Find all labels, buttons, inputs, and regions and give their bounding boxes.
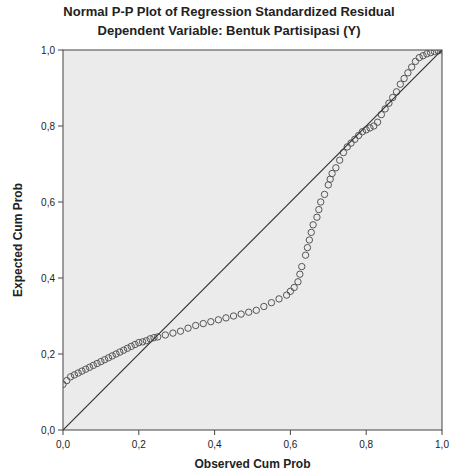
subtitle: Dependent Variable: Bentuk Partisipasi (… — [98, 23, 361, 38]
point — [276, 296, 282, 302]
point — [302, 252, 308, 258]
x-tick-label: 0,2 — [132, 439, 146, 450]
point — [295, 279, 301, 285]
point — [101, 357, 107, 363]
point — [79, 368, 85, 374]
point — [139, 339, 145, 345]
x-tick-label: 0,6 — [283, 439, 297, 450]
point — [143, 338, 149, 344]
point — [86, 364, 92, 370]
chart: Normal P-P Plot of Regression Standardiz… — [0, 0, 458, 474]
y-tick — [58, 430, 63, 431]
y-tick — [58, 50, 63, 51]
point — [113, 351, 119, 357]
point — [192, 322, 198, 328]
point — [71, 372, 77, 378]
point — [128, 343, 134, 349]
point — [67, 374, 73, 380]
point — [310, 222, 316, 228]
x-tick — [366, 430, 367, 435]
point — [367, 125, 373, 131]
point — [371, 123, 377, 129]
point — [90, 362, 96, 368]
point — [223, 315, 229, 321]
point — [132, 341, 138, 347]
point — [297, 271, 303, 277]
title: Normal P-P Plot of Regression Standardiz… — [63, 4, 394, 19]
point — [283, 292, 289, 298]
point — [268, 300, 274, 306]
y-tick-label: 1,0 — [41, 45, 55, 56]
point — [321, 191, 327, 197]
point — [105, 355, 111, 361]
point — [75, 370, 81, 376]
x-tick — [290, 430, 291, 435]
point — [64, 377, 70, 383]
point — [230, 313, 236, 319]
x-axis-label: Observed Cum Prob — [194, 457, 310, 471]
point — [318, 199, 324, 205]
y-tick-label: 0,6 — [41, 197, 55, 208]
x-tick — [442, 430, 443, 435]
point — [336, 157, 342, 163]
point — [316, 206, 322, 212]
point — [177, 328, 183, 334]
reference-line — [63, 50, 442, 430]
point — [83, 366, 89, 372]
x-tick — [138, 430, 139, 435]
point — [401, 75, 407, 81]
point — [246, 309, 252, 315]
point — [200, 320, 206, 326]
y-tick — [58, 126, 63, 127]
point — [94, 360, 100, 366]
y-tick — [58, 354, 63, 355]
point — [287, 288, 293, 294]
x-tick-label: 0,4 — [208, 439, 222, 450]
point — [412, 58, 418, 64]
point — [416, 54, 422, 60]
point — [98, 358, 104, 364]
point — [261, 303, 267, 309]
plot-area — [63, 50, 442, 430]
point — [306, 237, 312, 243]
y-tick-label: 0,2 — [41, 349, 55, 360]
point — [397, 81, 403, 87]
point — [117, 349, 123, 355]
point — [308, 229, 314, 235]
data-group — [63, 50, 442, 430]
point — [408, 64, 414, 70]
point — [424, 51, 430, 57]
y-tick-label: 0,4 — [41, 273, 55, 284]
point — [304, 244, 310, 250]
point — [185, 325, 191, 331]
x-tick-label: 0,0 — [56, 439, 70, 450]
point — [208, 319, 214, 325]
x-tick-label: 1,0 — [435, 439, 449, 450]
point — [215, 317, 221, 323]
point — [291, 284, 297, 290]
y-tick-label: 0,8 — [41, 121, 55, 132]
y-tick — [58, 202, 63, 203]
point — [253, 307, 259, 313]
y-tick — [58, 278, 63, 279]
point — [124, 345, 130, 351]
point — [162, 332, 168, 338]
x-tick — [63, 430, 64, 435]
point — [170, 330, 176, 336]
point — [427, 50, 433, 56]
point — [329, 170, 335, 176]
x-tick — [214, 430, 215, 435]
x-tick-label: 0,8 — [359, 439, 373, 450]
point — [314, 214, 320, 220]
point — [374, 119, 380, 125]
point — [299, 263, 305, 269]
point — [238, 311, 244, 317]
point — [120, 347, 126, 353]
y-tick-label: 0,0 — [41, 425, 55, 436]
y-axis-label: Expected Cum Prob — [11, 183, 25, 297]
point — [333, 165, 339, 171]
point — [420, 53, 426, 59]
point — [405, 70, 411, 76]
point — [109, 353, 115, 359]
